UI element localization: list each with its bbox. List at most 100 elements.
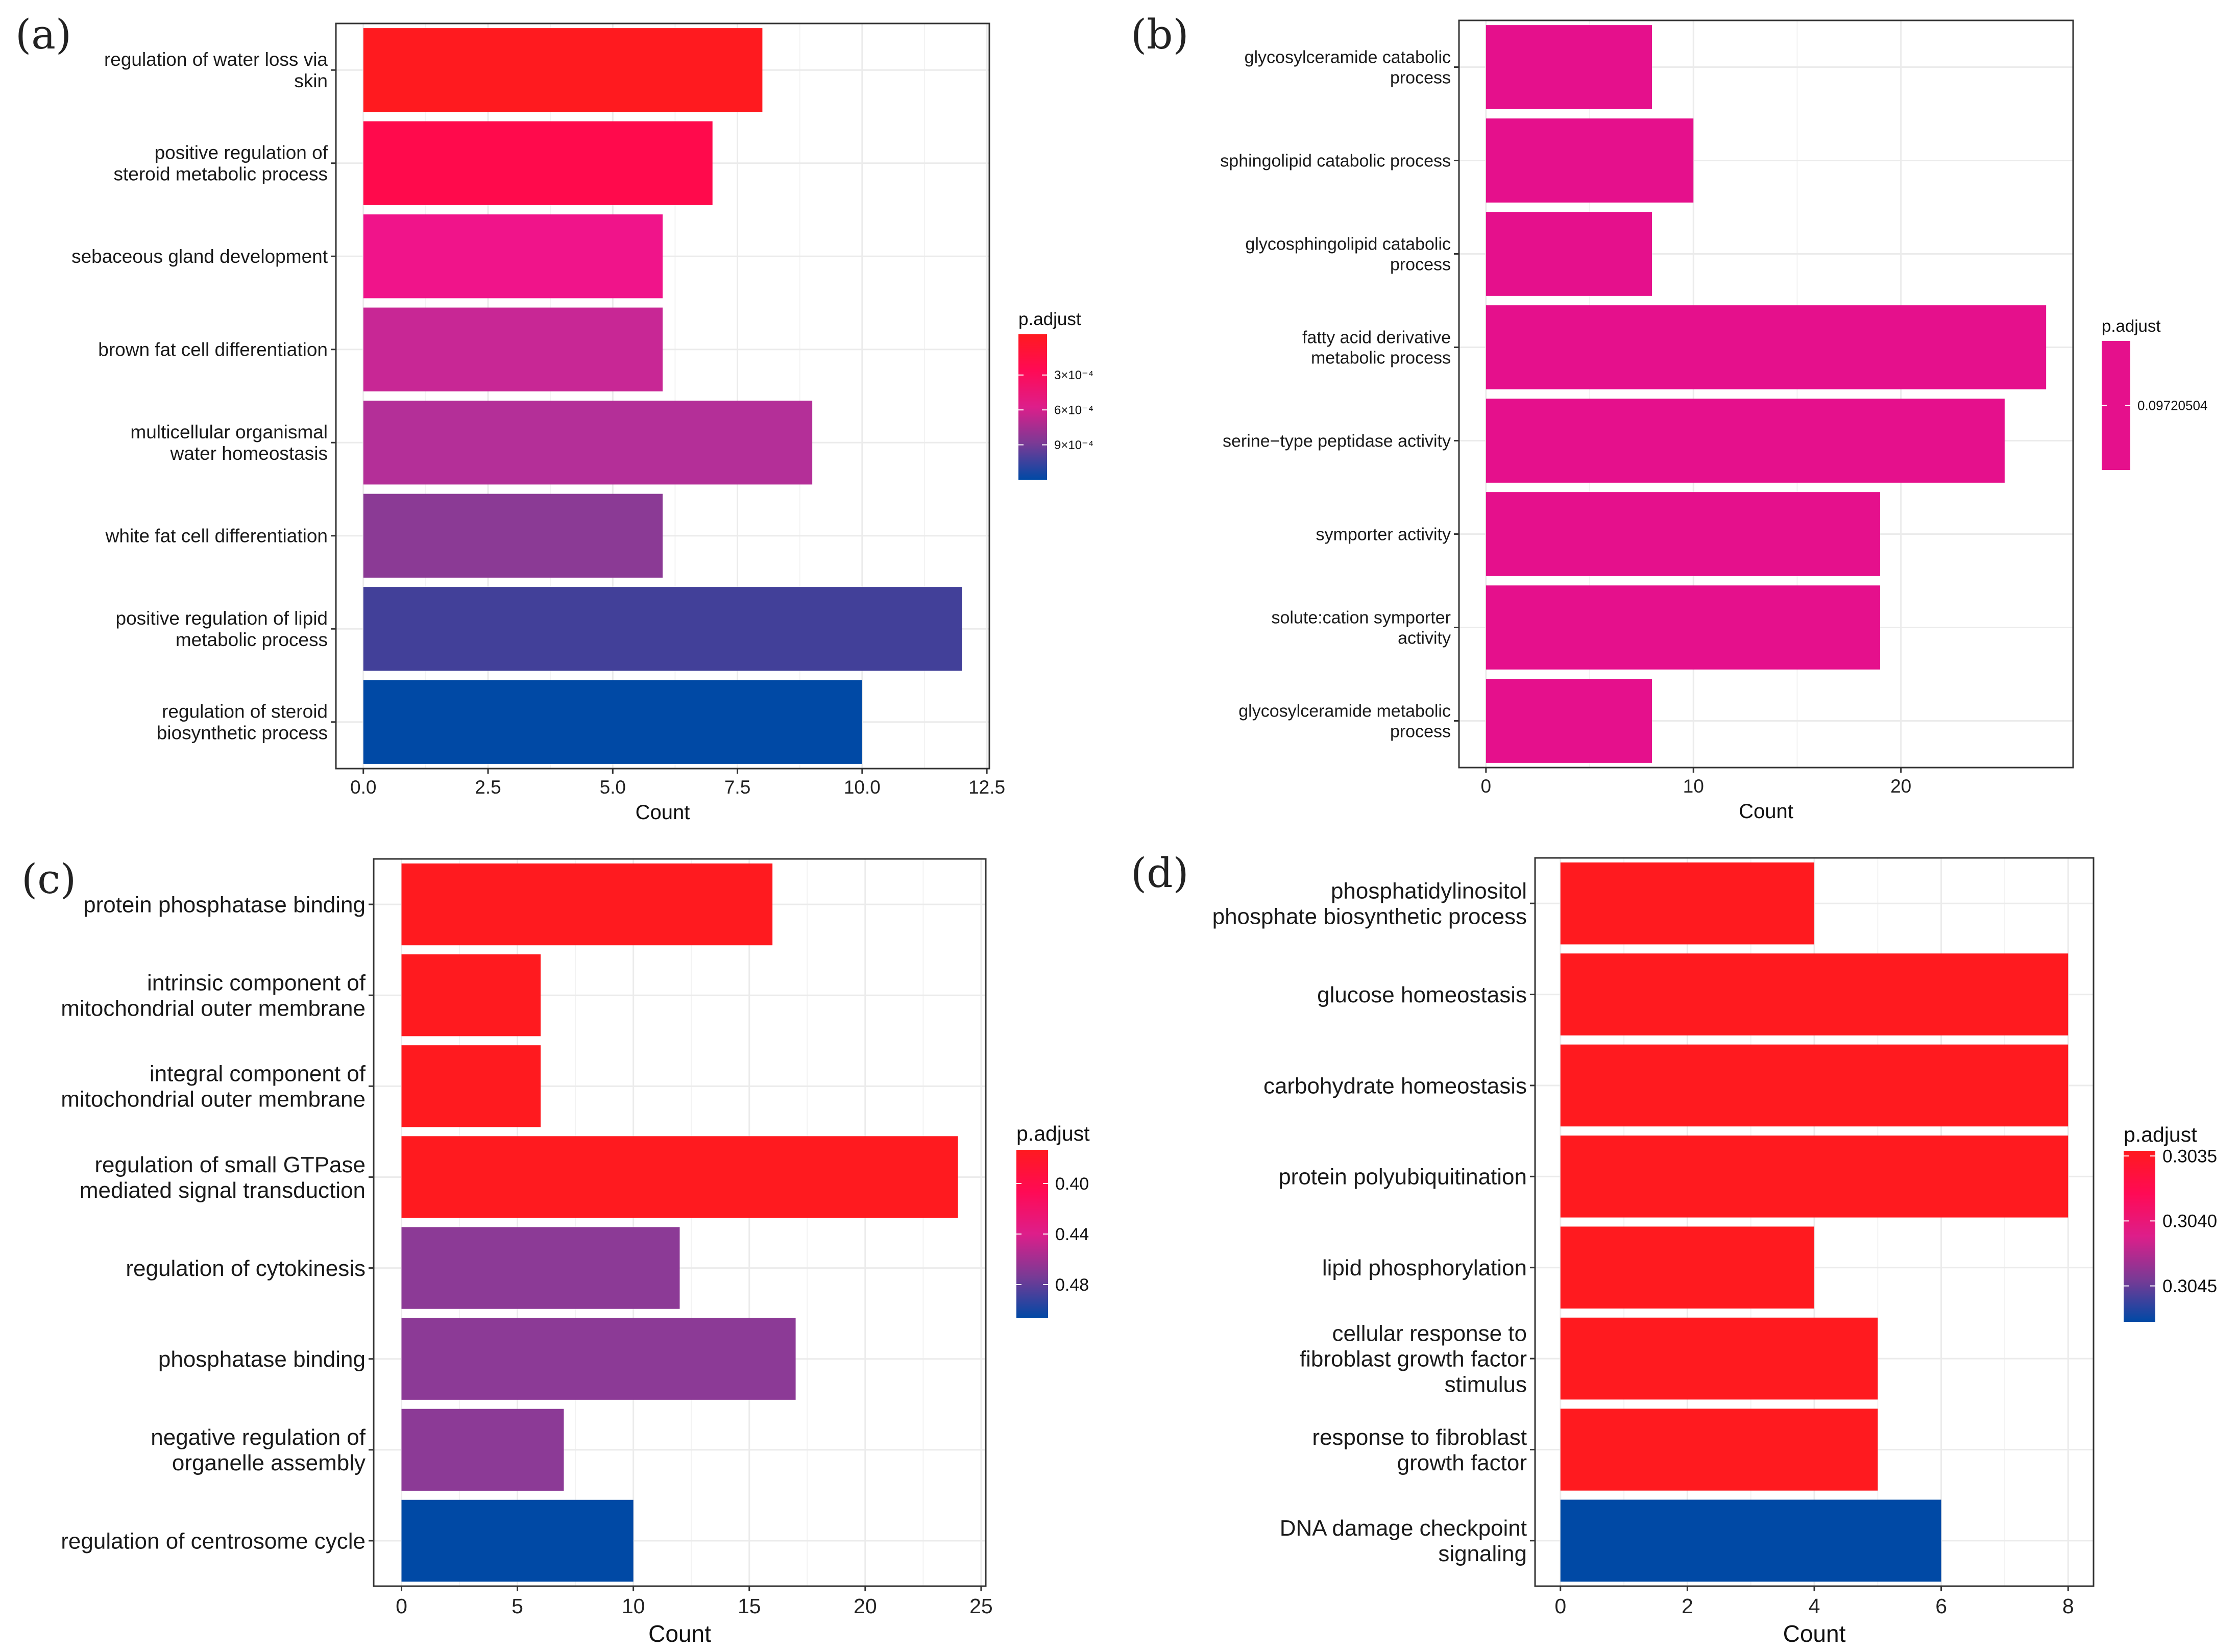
bar bbox=[363, 121, 713, 205]
x-axis: 0 5 10 15 20 25 Count bbox=[396, 1586, 993, 1647]
y-axis: glycosylceramide catabolic process sphingo… bbox=[1220, 47, 1459, 741]
bar bbox=[1560, 953, 2069, 1035]
bar bbox=[401, 1318, 796, 1400]
plot-border bbox=[335, 22, 990, 770]
category-label: negative regulation of organelle assembly bbox=[151, 1425, 366, 1475]
bar bbox=[1560, 1317, 1878, 1400]
legend-title: p.adjust bbox=[2124, 1123, 2197, 1146]
bar bbox=[401, 1409, 564, 1491]
x-tick-label: 8 bbox=[2062, 1594, 2074, 1618]
category-label: regulation of steroid biosynthetic proces… bbox=[157, 701, 328, 744]
legend-tick-label: 6×10⁻⁴ bbox=[1054, 404, 1093, 417]
bar bbox=[1560, 1226, 1814, 1309]
x-axis-title: Count bbox=[1783, 1620, 1846, 1647]
category-label: positive regulation of steroid metabolic … bbox=[113, 142, 328, 185]
bars bbox=[1486, 25, 2047, 763]
category-label: integral component of mitochondrial outer… bbox=[61, 1062, 366, 1112]
legend: p.adjust 0.09720504 bbox=[2102, 316, 2207, 470]
bar bbox=[401, 954, 541, 1037]
category-label: symporter activity bbox=[1316, 525, 1451, 544]
legend-tick-label: 0.09720504 bbox=[2137, 398, 2207, 413]
x-tick-label: 5.0 bbox=[600, 777, 626, 798]
x-tick-label: 6 bbox=[1935, 1594, 1947, 1618]
x-axis: 0.0 2.5 5.0 7.5 10.0 12.5 Count bbox=[350, 769, 1005, 824]
x-axis-title: Count bbox=[1739, 800, 1793, 823]
x-tick-label: 0 bbox=[1554, 1594, 1566, 1618]
bar bbox=[363, 494, 663, 578]
panel-label: (a) bbox=[15, 11, 71, 58]
bars bbox=[401, 863, 958, 1582]
plot-border bbox=[1458, 19, 2074, 769]
legend: p.adjust 3×10⁻⁴ 6×10⁻⁴ 9×10⁻⁴ bbox=[1018, 309, 1093, 480]
chart-panel-a: (a) regulation of water loss via skin posit… bbox=[15, 11, 1093, 824]
category-label: solute:cation symporter activity bbox=[1272, 608, 1451, 648]
category-label: phosphatidylinositol phosphate biosynthet… bbox=[1212, 879, 1527, 929]
bar bbox=[1560, 1409, 1878, 1491]
bar bbox=[1486, 585, 1881, 670]
category-label: multicellular organismal water homeostasi… bbox=[130, 422, 328, 464]
bars bbox=[363, 28, 962, 764]
bar bbox=[1486, 25, 1652, 109]
bar bbox=[1486, 118, 1694, 203]
chart-panel-b: (b) glycosylceramide catabolic process sphi… bbox=[1131, 11, 2207, 823]
panel-label: (d) bbox=[1131, 849, 1189, 897]
x-axis: 0 10 20 Count bbox=[1481, 768, 1911, 823]
x-tick-label: 20 bbox=[1890, 776, 1911, 797]
y-axis: phosphatidylinositol phosphate biosynthet… bbox=[1212, 879, 1535, 1566]
category-label: regulation of water loss via skin bbox=[104, 49, 328, 91]
category-label: glycosphingolipid catabolic process bbox=[1245, 234, 1451, 274]
legend-tick-label: 9×10⁻⁴ bbox=[1054, 438, 1093, 452]
category-label: protein polyubiquitination bbox=[1278, 1165, 1527, 1190]
bar bbox=[401, 1045, 541, 1127]
x-tick-label: 0 bbox=[396, 1594, 407, 1618]
bar bbox=[363, 680, 862, 764]
x-tick-label: 20 bbox=[854, 1594, 877, 1618]
category-label: glucose homeostasis bbox=[1317, 982, 1527, 1007]
bar bbox=[1486, 399, 2005, 483]
category-label: response to fibroblast growth factor bbox=[1312, 1425, 1527, 1475]
category-label: DNA damage checkpoint signaling bbox=[1280, 1516, 1527, 1566]
panel-label: (c) bbox=[21, 855, 76, 903]
bar bbox=[363, 214, 663, 299]
x-tick-label: 10 bbox=[1683, 776, 1704, 797]
category-label: regulation of centrosome cycle bbox=[61, 1528, 366, 1554]
chart-panel-c: (c) protein phosphatase binding intrinsic … bbox=[21, 855, 1090, 1647]
category-label: fatty acid derivative metabolic process bbox=[1302, 328, 1451, 367]
legend-tick-label: 0.44 bbox=[1055, 1225, 1089, 1244]
y-axis: protein phosphatase binding intrinsic com… bbox=[61, 892, 374, 1554]
x-tick-label: 25 bbox=[969, 1594, 993, 1618]
x-tick-label: 4 bbox=[1809, 1594, 1820, 1618]
x-axis: 0 2 4 6 8 Count bbox=[1554, 1586, 2074, 1647]
legend: p.adjust 0.40 0.44 0.48 bbox=[1016, 1122, 1090, 1318]
category-label: glycosylceramide metabolic process bbox=[1238, 701, 1451, 741]
x-axis-title: Count bbox=[648, 1620, 711, 1647]
category-label: cellular response to fibroblast growth fa… bbox=[1300, 1321, 1527, 1397]
bar bbox=[1486, 679, 1652, 763]
legend-tick-label: 0.48 bbox=[1055, 1275, 1089, 1295]
bar bbox=[363, 28, 763, 112]
panel-label: (b) bbox=[1131, 11, 1189, 58]
category-label: positive regulation of lipid metabolic pr… bbox=[116, 608, 328, 650]
category-label: glycosylceramide catabolic process bbox=[1245, 47, 1451, 87]
legend-colorbar bbox=[2124, 1151, 2155, 1322]
chart-panel-d: (d) phosphatidylinositol phosphate biosynt… bbox=[1131, 849, 2217, 1647]
category-label: phosphatase binding bbox=[158, 1347, 366, 1372]
legend-tick-label: 0.3040 bbox=[2162, 1212, 2217, 1231]
category-label: regulation of small GTPase mediated signa… bbox=[80, 1152, 366, 1203]
plot-border bbox=[373, 858, 987, 1587]
category-label: white fat cell differentiation bbox=[105, 526, 328, 547]
bar bbox=[1560, 1499, 1941, 1582]
bars bbox=[1560, 862, 2069, 1582]
legend-title: p.adjust bbox=[2102, 316, 2161, 335]
category-label: lipid phosphorylation bbox=[1322, 1255, 1527, 1280]
y-axis: regulation of water loss via skin positive… bbox=[71, 49, 336, 744]
bar bbox=[363, 401, 813, 485]
bar bbox=[1560, 1136, 2069, 1218]
category-label: carbohydrate homeostasis bbox=[1263, 1073, 1527, 1098]
bar bbox=[1560, 862, 1814, 945]
category-label: regulation of cytokinesis bbox=[126, 1256, 366, 1281]
bar bbox=[1486, 212, 1652, 296]
category-label: brown fat cell differentiation bbox=[98, 339, 328, 360]
x-axis-title: Count bbox=[636, 801, 690, 824]
